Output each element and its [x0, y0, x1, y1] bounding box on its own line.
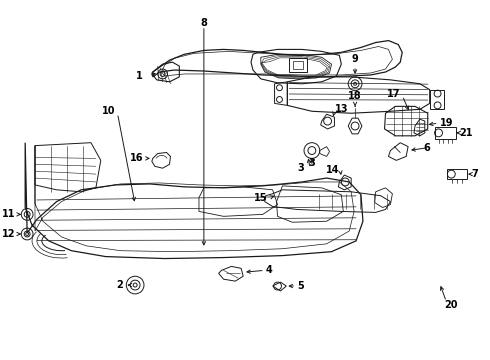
Text: 5: 5: [297, 281, 304, 291]
Text: 21: 21: [459, 128, 473, 138]
Text: 17: 17: [387, 89, 400, 99]
Text: 11: 11: [2, 210, 15, 219]
Text: 9: 9: [352, 54, 359, 64]
Text: 3: 3: [309, 158, 315, 168]
Text: 20: 20: [444, 300, 458, 310]
Text: 14: 14: [326, 165, 340, 175]
Text: 16: 16: [129, 153, 143, 163]
Text: 8: 8: [200, 18, 207, 28]
Text: 3: 3: [297, 163, 304, 173]
Text: 12: 12: [2, 229, 15, 239]
Text: 1: 1: [136, 71, 143, 81]
Text: 4: 4: [266, 265, 272, 275]
Text: 13: 13: [335, 104, 348, 114]
Text: 10: 10: [102, 106, 116, 116]
Text: 6: 6: [423, 143, 430, 153]
Text: 2: 2: [117, 280, 123, 290]
Text: 7: 7: [471, 169, 478, 179]
Text: 19: 19: [440, 118, 453, 128]
Text: 18: 18: [348, 91, 362, 102]
Text: 15: 15: [254, 193, 268, 203]
